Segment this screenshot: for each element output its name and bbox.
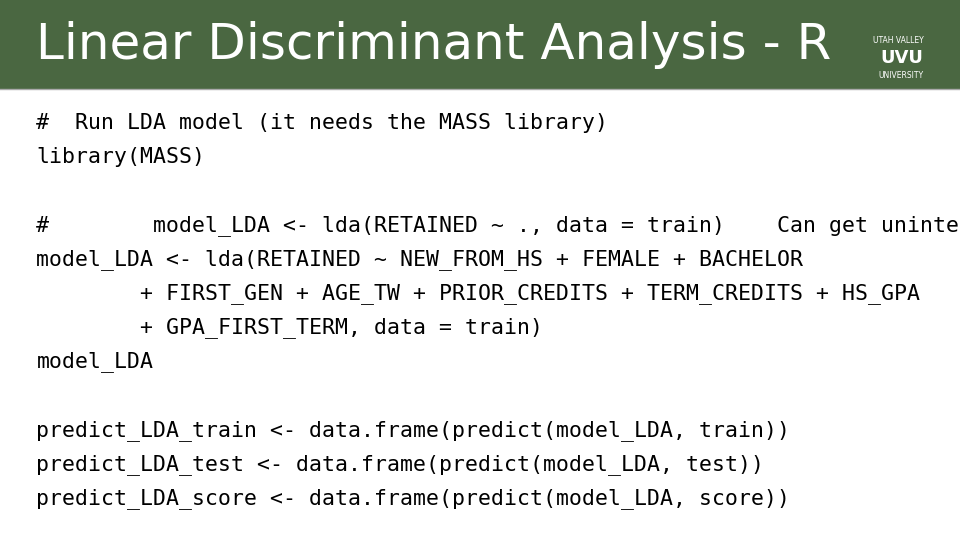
Text: model_LDA: model_LDA: [36, 352, 154, 373]
Text: UVU: UVU: [880, 49, 924, 67]
Text: UNIVERSITY: UNIVERSITY: [878, 71, 924, 80]
Text: predict_LDA_test <- data.frame(predict(model_LDA, test)): predict_LDA_test <- data.frame(predict(m…: [36, 454, 764, 475]
Text: Linear Discriminant Analysis - R: Linear Discriminant Analysis - R: [36, 21, 831, 69]
Text: #        model_LDA <- lda(RETAINED ~ ., data = train)    Can get unintended vari: # model_LDA <- lda(RETAINED ~ ., data = …: [36, 215, 960, 237]
Text: model_LDA <- lda(RETAINED ~ NEW_FROM_HS + FEMALE + BACHELOR: model_LDA <- lda(RETAINED ~ NEW_FROM_HS …: [36, 249, 804, 271]
Text: library(MASS): library(MASS): [36, 147, 205, 167]
Text: + FIRST_GEN + AGE_TW + PRIOR_CREDITS + TERM_CREDITS + HS_GPA: + FIRST_GEN + AGE_TW + PRIOR_CREDITS + T…: [36, 284, 921, 305]
Text: predict_LDA_score <- data.frame(predict(model_LDA, score)): predict_LDA_score <- data.frame(predict(…: [36, 488, 790, 509]
Text: UTAH VALLEY: UTAH VALLEY: [873, 36, 924, 45]
Text: predict_LDA_train <- data.frame(predict(model_LDA, train)): predict_LDA_train <- data.frame(predict(…: [36, 420, 790, 441]
FancyBboxPatch shape: [0, 0, 960, 89]
Text: #  Run LDA model (it needs the MASS library): # Run LDA model (it needs the MASS libra…: [36, 113, 609, 133]
Text: + GPA_FIRST_TERM, data = train): + GPA_FIRST_TERM, data = train): [36, 318, 543, 339]
